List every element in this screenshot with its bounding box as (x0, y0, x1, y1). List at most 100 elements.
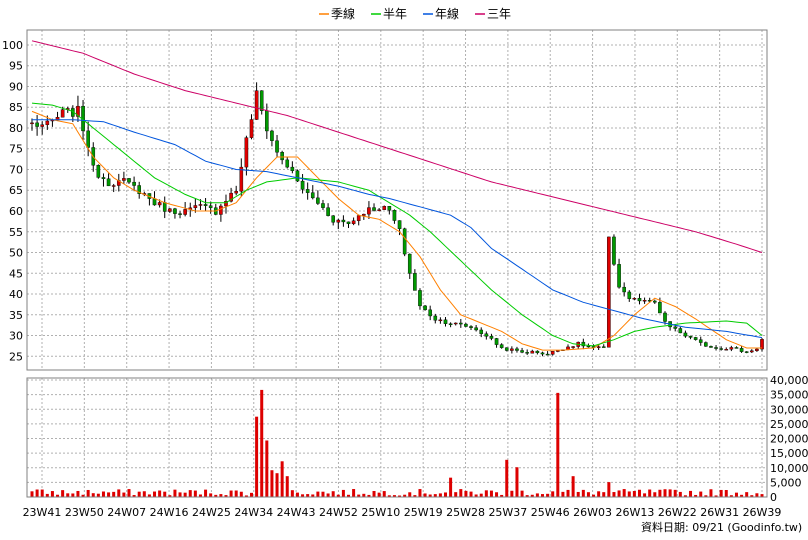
volume-bar (275, 473, 279, 497)
candlestick (35, 114, 39, 136)
volume-bar (153, 491, 157, 497)
candlestick (693, 336, 698, 341)
volume-bar (454, 492, 458, 497)
volume-bar (71, 493, 75, 497)
candlestick (571, 346, 575, 349)
volume-bar (643, 493, 647, 497)
volume-bar (45, 493, 49, 497)
volume-bar (219, 494, 223, 497)
candlestick (550, 351, 555, 356)
candlestick (265, 103, 269, 139)
candlestick (280, 150, 284, 165)
price-tick-label: 50 (9, 247, 23, 260)
x-tick-label: 24W25 (192, 506, 231, 519)
volume-bar (622, 489, 626, 497)
volume-bar (505, 459, 509, 497)
candlestick (581, 338, 586, 350)
candlestick (530, 349, 535, 354)
volume-bar (413, 495, 417, 497)
volume-bar (704, 495, 708, 497)
candlestick (535, 350, 540, 355)
price-grid (27, 30, 767, 370)
volume-tick-label: 30,000 (770, 403, 808, 416)
volume-bar (653, 492, 657, 497)
candlestick (545, 351, 550, 356)
candlestick (484, 331, 489, 340)
candlestick (295, 169, 300, 183)
candlestick (627, 290, 632, 302)
volume-tick-label: 40,000 (770, 374, 808, 387)
volume-bar (107, 492, 111, 497)
volume-bar (678, 491, 682, 497)
volume-bar (581, 489, 585, 497)
volume-bar (168, 495, 172, 497)
candlestick (663, 311, 667, 325)
candlestick (755, 348, 759, 352)
candlestick (173, 207, 177, 219)
candlestick (489, 333, 494, 341)
volume-bar (239, 491, 243, 497)
volume-bar (449, 477, 453, 497)
volume-bar (525, 495, 529, 497)
legend-label: 年線 (435, 6, 459, 21)
volume-bar (96, 493, 100, 497)
legend-item-3: 年線 (423, 6, 459, 21)
volume-bar (398, 495, 402, 497)
volume-bar (673, 489, 677, 497)
volume-bar (392, 495, 396, 497)
candlestick (402, 227, 407, 257)
candlestick (162, 196, 167, 219)
candlestick (479, 327, 484, 338)
volume-bar (663, 489, 667, 497)
candlestick (244, 135, 249, 176)
volume-bar (540, 494, 544, 497)
candlestick (122, 171, 126, 184)
volume-bar (510, 490, 514, 497)
candlestick (346, 221, 351, 229)
candlestick (40, 121, 45, 135)
candlestick (234, 185, 238, 196)
volume-bar (551, 491, 555, 497)
candlestick (729, 345, 734, 352)
x-tick-label: 24W16 (150, 506, 189, 519)
volume-bar (280, 461, 284, 497)
volume-bar (387, 495, 391, 497)
price-tick-label: 75 (9, 143, 23, 156)
price-tick-label: 95 (9, 60, 23, 73)
candlestick (193, 198, 198, 213)
volume-bar (683, 495, 687, 497)
volume-bar (464, 490, 468, 497)
candlestick (111, 183, 116, 193)
volume-bar (178, 492, 182, 497)
volume-bar (724, 490, 728, 497)
candlestick (719, 346, 723, 351)
candlestick (469, 325, 473, 331)
x-tick-label: 26W13 (616, 506, 655, 519)
volume-bar (627, 491, 631, 497)
candlestick (413, 269, 417, 291)
candlestick (448, 322, 453, 328)
candlestick (601, 344, 606, 348)
candlestick (356, 214, 361, 226)
candlestick (499, 343, 504, 349)
volume-bar (729, 495, 733, 497)
volume-bar (336, 494, 340, 497)
candlestick (127, 178, 131, 184)
x-tick-label: 26W22 (658, 506, 697, 519)
candlestick (239, 158, 244, 197)
volume-tick-label: 0 (770, 491, 777, 504)
candlestick (709, 345, 713, 348)
volume-bar (709, 489, 713, 497)
volume-bar (586, 492, 590, 497)
volume-bar (443, 492, 447, 497)
volume-bar (745, 492, 749, 497)
candlestick (336, 218, 341, 230)
candlestick (438, 317, 443, 324)
volume-bar (163, 491, 167, 497)
candlestick (76, 95, 80, 122)
price-tick-label: 25 (9, 350, 23, 363)
candlestick (749, 349, 754, 354)
candlestick (30, 118, 34, 131)
volume-bar (101, 491, 105, 497)
candlestick (132, 176, 136, 192)
